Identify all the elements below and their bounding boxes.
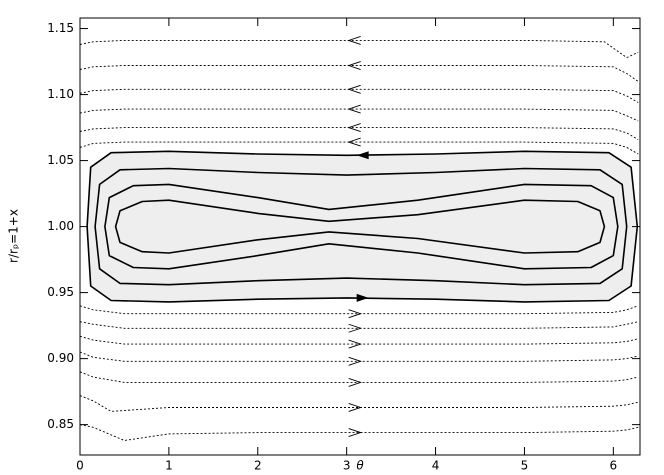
arrow — [348, 339, 363, 349]
arrow — [348, 428, 363, 437]
y-tick-label: 1.15 — [47, 21, 74, 35]
x-tick-label: 5 — [521, 459, 529, 473]
arrow — [347, 123, 361, 133]
streamline — [79, 108, 639, 122]
x-tick-label: 3 — [343, 459, 351, 473]
streamline — [79, 127, 639, 140]
x-axis-label: θ — [356, 459, 364, 473]
x-tick-label: 0 — [76, 459, 84, 473]
y-tick-label: 0.90 — [47, 351, 74, 365]
streamline — [79, 371, 639, 383]
contour — [114, 199, 606, 254]
arrow — [347, 36, 361, 45]
contour — [94, 167, 628, 286]
streamline — [79, 88, 639, 103]
arrow — [348, 309, 363, 319]
y-tick-label: 0.85 — [47, 417, 74, 431]
arrow — [348, 356, 363, 366]
streamline — [79, 65, 639, 82]
arrow — [348, 403, 363, 412]
x-tick-label: 4 — [432, 459, 440, 473]
x-tick-label: 1 — [165, 459, 173, 473]
y-tick-label: 1.10 — [47, 87, 74, 101]
plot-frame — [79, 17, 641, 456]
streamline — [79, 351, 639, 362]
y-tick-label: 1.05 — [47, 153, 74, 167]
x-tick-label: 6 — [610, 459, 618, 473]
arrow — [356, 151, 369, 160]
contour — [86, 150, 639, 303]
y-axis-label: r/rₚ=1+x — [7, 209, 21, 263]
arrow — [356, 293, 369, 302]
arrow — [347, 61, 361, 70]
streamline — [79, 424, 639, 441]
arrow — [348, 377, 363, 387]
streamline — [79, 39, 639, 59]
arrow — [348, 323, 363, 333]
x-tick-label: 2 — [254, 459, 262, 473]
arrow — [347, 84, 361, 94]
streamline — [79, 305, 639, 315]
y-tick-label: 1.00 — [47, 219, 74, 233]
y-tick-label: 0.95 — [47, 285, 74, 299]
arrow — [347, 104, 361, 114]
contour — [104, 183, 619, 270]
streamline — [79, 335, 639, 345]
arrow — [347, 137, 361, 147]
streamline — [79, 395, 639, 412]
